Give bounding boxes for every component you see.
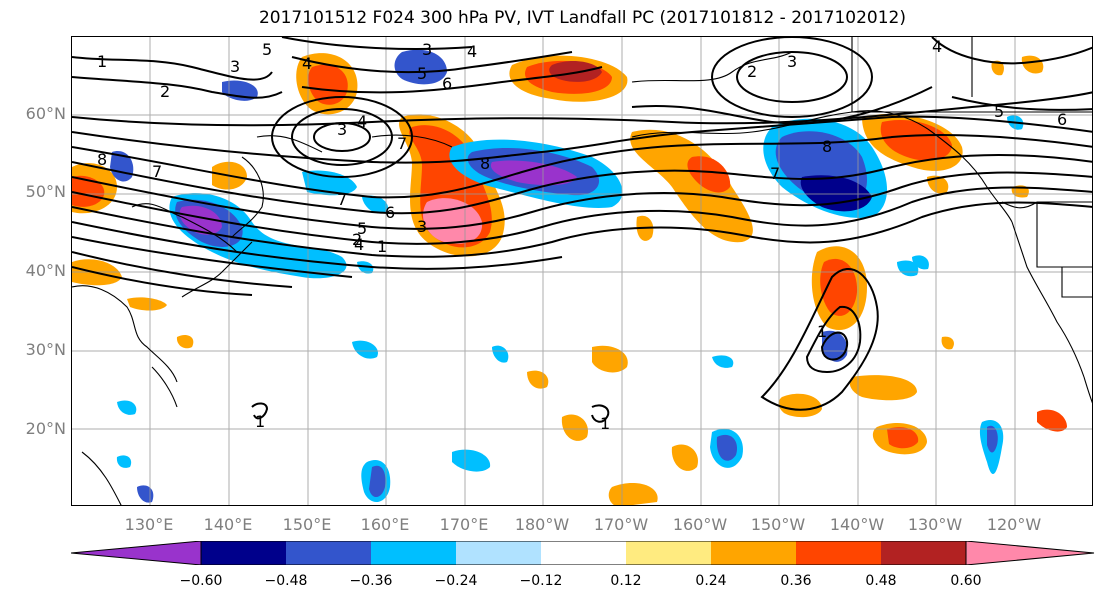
lon-label: 170°E	[439, 515, 489, 534]
contour-label: 7	[152, 162, 162, 181]
contour-label: 1	[600, 414, 610, 433]
colorbar-tick: 0.12	[610, 573, 642, 589]
lat-label-60: 60°N	[25, 104, 66, 123]
colorbar-tick: −0.48	[264, 573, 308, 589]
colorbar-segment	[201, 541, 286, 565]
contour-label: 1	[97, 52, 107, 71]
lat-label-20: 20°N	[25, 419, 66, 438]
contour-label: 3	[417, 217, 427, 236]
ivt-contours	[72, 37, 1092, 423]
contour-label: 7	[397, 134, 407, 153]
map-canvas: 1 2 3 5 4 3 4 5 6 3 4 8 7 7 6 5 4 3 2 1 …	[72, 37, 1092, 505]
contour-label: 3	[337, 120, 347, 139]
map-title: 2017101512 F024 300 hPa PV, IVT Landfall…	[258, 8, 906, 28]
lon-label: 130°W	[907, 515, 963, 534]
contour-label: 1	[377, 237, 387, 256]
colorbar-extend-max	[965, 541, 1095, 565]
lon-label: 150°E	[282, 515, 332, 534]
colorbar-segment	[881, 541, 966, 565]
colorbar-tick: 0.60	[950, 573, 982, 589]
contour-label: 4	[932, 37, 942, 56]
contour-label: 5	[417, 64, 427, 83]
lon-label: 150°W	[750, 515, 806, 534]
contour-label: 4	[467, 42, 477, 61]
lat-label-50: 50°N	[25, 182, 66, 201]
colorbar-tick: 0.24	[695, 573, 727, 589]
lon-label: 160°E	[360, 515, 410, 534]
contour-label: 2	[160, 82, 170, 101]
lon-label: 120°W	[986, 515, 1042, 534]
contour-label: 1	[255, 412, 265, 431]
colorbar-segment	[456, 541, 541, 565]
contour-label: 4	[357, 112, 367, 131]
contour-label: 5	[357, 219, 367, 238]
lon-label: 130°E	[124, 515, 174, 534]
colorbar-segment	[626, 541, 711, 565]
lon-label: 160°W	[672, 515, 728, 534]
colorbar-segment	[286, 541, 371, 565]
contour-label: 5	[994, 102, 1004, 121]
contour-labels: 1 2 3 5 4 3 4 5 6 3 4 8 7 7 6 5 4 3 2 1 …	[97, 37, 1067, 433]
lon-label: 140°E	[203, 515, 253, 534]
lat-label-40: 40°N	[25, 261, 66, 280]
colorbar-segment	[541, 541, 626, 565]
colorbar-tick: 0.36	[780, 573, 812, 589]
contour-label: 2	[747, 62, 757, 81]
contour-label: 5	[262, 40, 272, 59]
colorbar-tick: −0.60	[179, 573, 223, 589]
contour-label: 6	[1057, 110, 1067, 129]
contour-label: 1	[817, 322, 827, 341]
contour-label: 2	[352, 230, 362, 249]
lon-label: 140°W	[829, 515, 885, 534]
colorbar-tick: −0.24	[434, 573, 478, 589]
contour-label: 7	[337, 190, 347, 209]
colorbar-segment	[711, 541, 796, 565]
contour-label: 8	[480, 154, 490, 173]
map-panel: 1 2 3 5 4 3 4 5 6 3 4 8 7 7 6 5 4 3 2 1 …	[71, 36, 1093, 506]
colorbar-tick: −0.36	[349, 573, 393, 589]
colorbar-tick: −0.12	[519, 573, 563, 589]
colorbar-segment	[371, 541, 456, 565]
colorbar-tick: 0.48	[865, 573, 897, 589]
contour-label: 3	[230, 57, 240, 76]
colorbar-segment	[796, 541, 881, 565]
contour-label: 8	[822, 137, 832, 156]
contour-label: 3	[422, 40, 432, 59]
contour-label: 6	[442, 74, 452, 93]
contour-label: 3	[787, 52, 797, 71]
contour-label: 7	[770, 164, 780, 183]
contour-label: 4	[354, 235, 364, 254]
colorbar	[71, 541, 1095, 565]
contour-label: 6	[385, 203, 395, 222]
coastlines	[72, 37, 1092, 505]
lat-label-30: 30°N	[25, 340, 66, 359]
lon-label: 180°W	[514, 515, 570, 534]
colorbar-extend-min	[71, 541, 202, 565]
contour-label: 8	[97, 150, 107, 169]
lon-label: 170°W	[593, 515, 649, 534]
contour-label: 4	[302, 54, 312, 73]
